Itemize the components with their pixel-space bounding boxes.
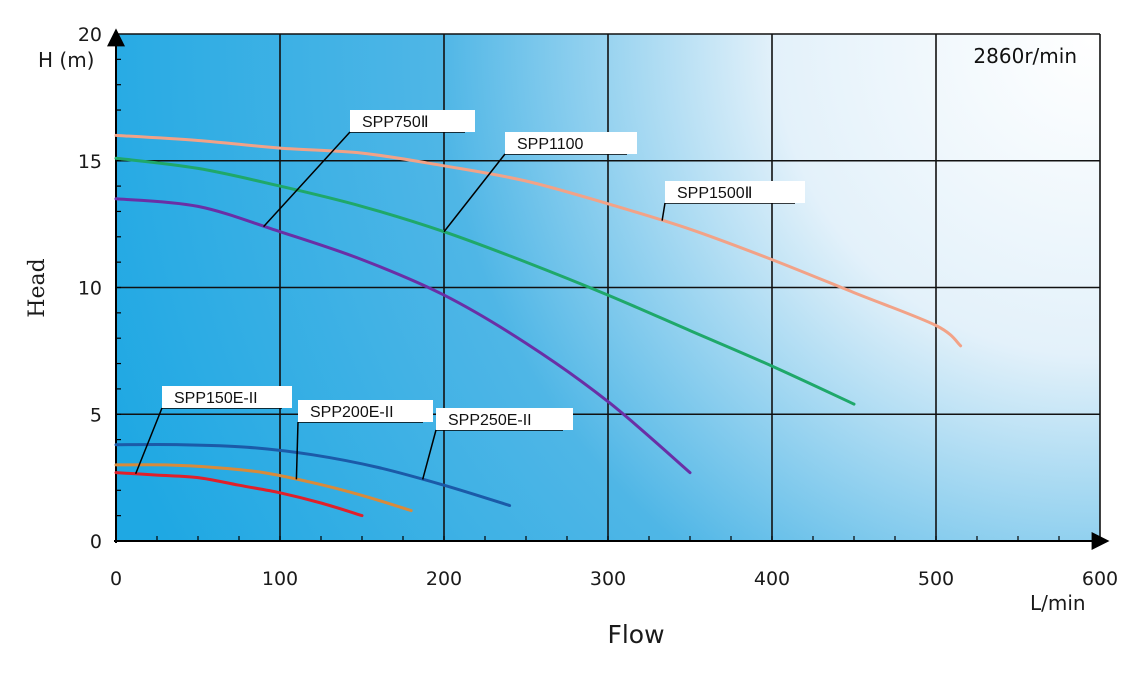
series-label-box — [162, 386, 292, 408]
series-curve — [114, 133, 963, 348]
y-tick-label: 5 — [90, 404, 102, 426]
series-label-box — [665, 181, 805, 203]
series-label: SPP250E-II — [448, 412, 532, 429]
grid-lines — [116, 33, 1101, 541]
label-leader-line — [134, 407, 163, 475]
x-tick-label: 600 — [1082, 568, 1118, 590]
x-tick-label: 400 — [754, 568, 790, 590]
y-tick-label: 20 — [78, 24, 102, 46]
speed-annotation: 2860r/min — [973, 44, 1077, 68]
series-curve — [114, 471, 364, 518]
series-label: SPP1500Ⅱ — [677, 185, 752, 202]
series-label-box — [350, 110, 475, 132]
series-label-box — [298, 400, 433, 422]
series-label-box — [436, 408, 573, 430]
y-tick-label: 0 — [90, 531, 102, 553]
x-tick-label: 300 — [590, 568, 626, 590]
x-tick-label: 100 — [262, 568, 298, 590]
series-labels: SPP750Ⅱ SPP1100 SPP1500Ⅱ SPP150E-II SPP200E-… — [162, 110, 805, 430]
x-tick-label: 200 — [426, 568, 462, 590]
series-label-box — [505, 132, 637, 154]
label-leader-line — [295, 421, 299, 480]
y-unit-label: H (m) — [38, 48, 94, 72]
y-tick-label: 10 — [78, 278, 102, 300]
series-curve — [114, 197, 692, 475]
y-axis-title: Head — [25, 258, 50, 317]
series-curve — [114, 442, 512, 507]
label-leader-line — [263, 131, 351, 228]
series-curve — [114, 463, 413, 513]
series-label: SPP750Ⅱ — [362, 114, 429, 131]
series-curve — [114, 156, 856, 406]
series-label: SPP1100 — [517, 136, 584, 153]
x-tick-label: 0 — [110, 568, 122, 590]
label-leader-line — [421, 429, 437, 480]
y-tick-label: 15 — [78, 151, 102, 173]
series-label: SPP150E-II — [174, 390, 258, 407]
label-leader-line — [443, 153, 506, 233]
series-label: SPP200E-II — [310, 404, 394, 421]
x-unit-label: L/min — [1030, 591, 1086, 615]
label-leader-line — [661, 202, 666, 221]
axes: 0 100 200 300 400 500 600 0 5 10 15 20 — [78, 24, 1118, 590]
series-curves — [114, 133, 963, 518]
x-tick-label: 500 — [918, 568, 954, 590]
x-axis-title: Flow — [607, 620, 664, 649]
